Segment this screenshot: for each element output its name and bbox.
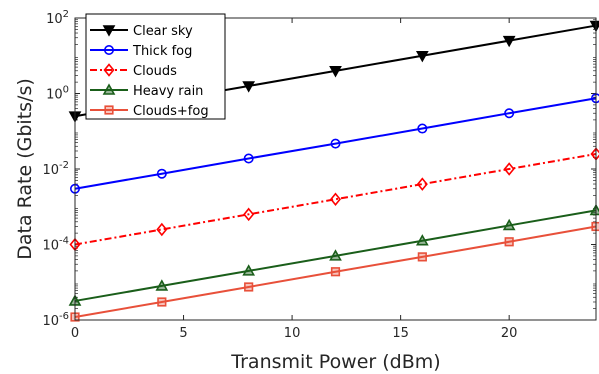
series-clouds xyxy=(69,147,599,252)
y-tick-base: 10 xyxy=(42,314,59,329)
x-tick-label: 20 xyxy=(501,326,518,341)
y-tick-label: 10-6 xyxy=(42,311,69,329)
y-tick-base: 10 xyxy=(46,88,63,103)
y-tick-base: 10 xyxy=(46,12,63,27)
x-tick-label: 5 xyxy=(179,326,187,341)
x-tick-label: 0 xyxy=(71,326,79,341)
series-marker xyxy=(417,252,427,262)
series-marker xyxy=(330,267,341,277)
series-marker xyxy=(155,279,169,291)
y-tick-exponent: -2 xyxy=(59,160,69,171)
series-marker xyxy=(156,222,168,237)
legend-item: Clear sky xyxy=(90,24,193,39)
series-marker xyxy=(589,203,599,216)
y-axis-label: Data Rate (Gbits/s) xyxy=(14,78,36,260)
legend-label: Thick fog xyxy=(132,44,192,59)
legend-marker xyxy=(103,63,115,77)
series-marker xyxy=(329,66,342,78)
legend-marker xyxy=(102,25,116,37)
series-marker xyxy=(415,50,429,63)
y-tick-label: 100 xyxy=(46,85,69,103)
series-marker xyxy=(242,264,256,276)
legend-marker xyxy=(102,83,116,95)
legend-item: Clouds+fog xyxy=(90,104,209,119)
series-marker xyxy=(244,282,254,292)
legend-item: Clouds xyxy=(90,63,177,79)
y-tick-base: 10 xyxy=(42,239,59,254)
legend-label: Clear sky xyxy=(133,24,193,39)
series-clouds-fog xyxy=(70,221,599,322)
y-tick-exponent: 0 xyxy=(63,85,69,96)
series-line xyxy=(74,225,597,318)
series-heavy-rain xyxy=(68,203,599,306)
series-marker xyxy=(329,192,342,207)
y-tick-base: 10 xyxy=(42,163,59,178)
legend-label: Heavy rain xyxy=(133,84,203,99)
series-marker xyxy=(243,207,255,222)
series-marker xyxy=(417,123,428,134)
y-tick-label: 10-2 xyxy=(42,160,69,178)
series-marker xyxy=(156,168,167,179)
series-marker xyxy=(504,108,515,119)
series-line xyxy=(74,97,597,190)
x-tick-label: 15 xyxy=(392,326,409,341)
y-tick-label: 102 xyxy=(46,9,69,27)
y-tick-exponent: -6 xyxy=(59,311,69,322)
series-marker xyxy=(502,35,516,48)
legend: Clear sky Thick fog Clouds Heavy rain Clouds… xyxy=(85,13,226,120)
legend-label: Clouds xyxy=(133,64,177,79)
series-marker xyxy=(502,218,516,231)
legend-label: Clouds+fog xyxy=(133,104,209,119)
x-axis-label: Transmit Power (dBm) xyxy=(230,351,440,373)
series-marker xyxy=(242,81,256,93)
series-marker xyxy=(504,237,514,247)
series-marker xyxy=(243,153,254,164)
legend-marker xyxy=(104,44,115,55)
series-marker xyxy=(329,249,342,261)
series-line xyxy=(74,152,597,246)
legend-item: Heavy rain xyxy=(90,83,203,99)
legend-items: Clear sky Thick fog Clouds Heavy rain Clouds… xyxy=(90,24,209,119)
series-marker xyxy=(416,177,428,191)
plot-frame xyxy=(74,17,597,321)
y-tick-exponent: -4 xyxy=(59,236,69,247)
y-tick-exponent: 2 xyxy=(63,9,69,20)
y-tick-label: 10-4 xyxy=(42,236,69,254)
series-marker xyxy=(415,234,429,246)
series-line xyxy=(74,209,597,302)
legend-marker xyxy=(104,105,114,115)
series-marker xyxy=(503,162,515,176)
x-tick-label: 10 xyxy=(284,326,301,341)
series-thick-fog xyxy=(70,93,599,194)
series-marker xyxy=(330,138,341,149)
series-marker xyxy=(157,297,167,307)
legend-item: Thick fog xyxy=(90,44,192,59)
